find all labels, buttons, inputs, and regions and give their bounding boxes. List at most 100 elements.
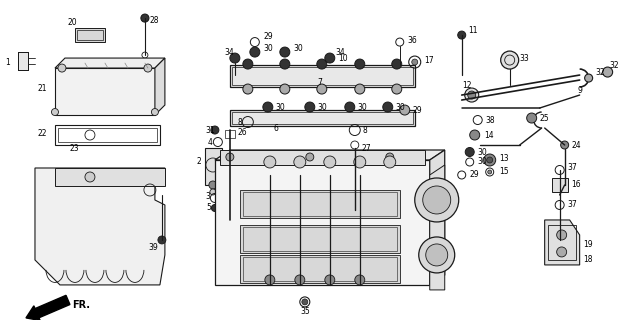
Text: 36: 36: [408, 36, 417, 44]
Bar: [243, 192, 397, 216]
Circle shape: [324, 156, 336, 168]
Circle shape: [317, 59, 327, 69]
Circle shape: [211, 204, 218, 212]
Circle shape: [325, 275, 335, 285]
Circle shape: [470, 130, 480, 140]
Text: 8: 8: [363, 125, 368, 134]
Circle shape: [250, 47, 260, 57]
Bar: [55, 168, 165, 186]
Bar: [230, 110, 415, 126]
Text: 4: 4: [208, 138, 213, 147]
Circle shape: [51, 108, 58, 116]
Circle shape: [210, 189, 216, 195]
Circle shape: [243, 84, 253, 94]
Text: 13: 13: [500, 154, 509, 163]
Text: 12: 12: [462, 81, 471, 90]
Text: 30: 30: [294, 44, 304, 52]
Text: 37: 37: [568, 164, 577, 172]
Text: 15: 15: [500, 167, 509, 177]
Bar: [232, 67, 413, 85]
Text: 30: 30: [276, 102, 286, 112]
Text: 26: 26: [238, 127, 247, 137]
Text: 33: 33: [520, 53, 529, 63]
Text: 35: 35: [300, 308, 310, 316]
Text: 29: 29: [470, 171, 479, 180]
Circle shape: [302, 299, 308, 305]
Circle shape: [209, 181, 217, 189]
Circle shape: [280, 47, 290, 57]
Bar: [232, 112, 413, 124]
Polygon shape: [55, 58, 165, 68]
Circle shape: [418, 237, 454, 273]
Circle shape: [354, 156, 366, 168]
Text: 34: 34: [225, 48, 234, 57]
Circle shape: [426, 244, 448, 266]
Bar: [243, 227, 397, 251]
Circle shape: [317, 84, 327, 94]
Circle shape: [355, 275, 365, 285]
Circle shape: [458, 31, 466, 39]
FancyArrow shape: [26, 295, 70, 320]
Circle shape: [383, 102, 392, 112]
Circle shape: [141, 14, 149, 22]
Text: 24: 24: [572, 140, 582, 149]
Circle shape: [386, 153, 394, 161]
Text: 19: 19: [583, 240, 593, 250]
Circle shape: [151, 108, 158, 116]
Circle shape: [488, 170, 492, 174]
Circle shape: [230, 53, 240, 63]
Polygon shape: [215, 160, 430, 285]
Text: 8: 8: [238, 117, 242, 126]
Circle shape: [243, 59, 253, 69]
Bar: [243, 257, 397, 281]
Bar: [58, 128, 157, 142]
Circle shape: [484, 154, 496, 166]
Text: 6: 6: [274, 124, 279, 132]
Text: 3: 3: [206, 192, 211, 202]
Text: 20: 20: [68, 18, 78, 27]
Bar: [75, 28, 105, 42]
Circle shape: [280, 84, 290, 94]
Text: 18: 18: [583, 255, 593, 264]
Polygon shape: [155, 58, 165, 115]
Circle shape: [158, 236, 166, 244]
Circle shape: [305, 102, 315, 112]
Text: 39: 39: [148, 244, 157, 252]
Circle shape: [392, 84, 402, 94]
Circle shape: [585, 74, 593, 82]
Polygon shape: [18, 52, 28, 70]
Circle shape: [345, 102, 355, 112]
Text: 32: 32: [609, 60, 619, 69]
Text: 37: 37: [568, 200, 577, 210]
Text: 21: 21: [38, 84, 48, 92]
Circle shape: [325, 53, 335, 63]
Text: 27: 27: [362, 143, 371, 153]
Text: 9: 9: [578, 85, 583, 94]
Circle shape: [226, 153, 234, 161]
Polygon shape: [545, 220, 580, 265]
Text: 22: 22: [38, 129, 48, 138]
Bar: [240, 190, 400, 218]
Text: 34: 34: [336, 48, 345, 57]
Text: 30: 30: [264, 44, 273, 52]
Circle shape: [423, 186, 451, 214]
Bar: [77, 30, 103, 40]
Circle shape: [557, 230, 567, 240]
Circle shape: [467, 91, 476, 99]
Circle shape: [560, 141, 569, 149]
Text: 32: 32: [596, 68, 605, 76]
Bar: [240, 255, 400, 283]
Bar: [230, 65, 415, 87]
Text: 38: 38: [485, 116, 495, 124]
Text: 30: 30: [318, 102, 327, 112]
Text: 5: 5: [206, 204, 211, 212]
Circle shape: [465, 88, 479, 102]
Text: 25: 25: [539, 114, 549, 123]
Text: FR.: FR.: [72, 300, 90, 310]
Circle shape: [415, 178, 459, 222]
Text: 16: 16: [572, 180, 582, 189]
Text: 28: 28: [150, 16, 159, 25]
Text: 30: 30: [396, 102, 405, 112]
Circle shape: [264, 156, 276, 168]
Text: 17: 17: [423, 56, 433, 65]
